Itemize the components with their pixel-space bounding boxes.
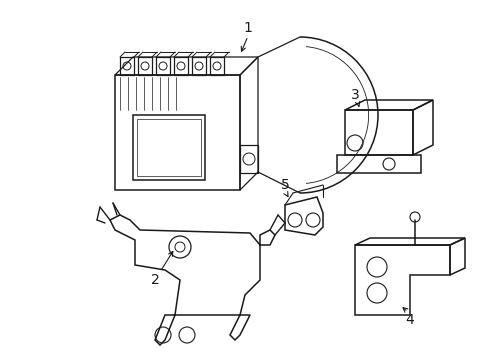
Bar: [120, 57, 134, 75]
Text: 4: 4: [405, 313, 413, 327]
Text: 5: 5: [280, 178, 289, 192]
Bar: [138, 57, 152, 75]
Bar: [345, 110, 412, 155]
Bar: [192, 57, 205, 75]
Text: 2: 2: [150, 273, 159, 287]
Bar: [156, 57, 170, 75]
Bar: [115, 75, 240, 190]
Text: 1: 1: [243, 21, 252, 35]
Text: 3: 3: [350, 88, 359, 102]
Bar: [336, 155, 420, 173]
Circle shape: [409, 212, 419, 222]
Bar: [174, 57, 187, 75]
Bar: [133, 115, 204, 180]
Bar: [137, 119, 201, 176]
Bar: [240, 145, 258, 173]
Bar: [209, 57, 224, 75]
